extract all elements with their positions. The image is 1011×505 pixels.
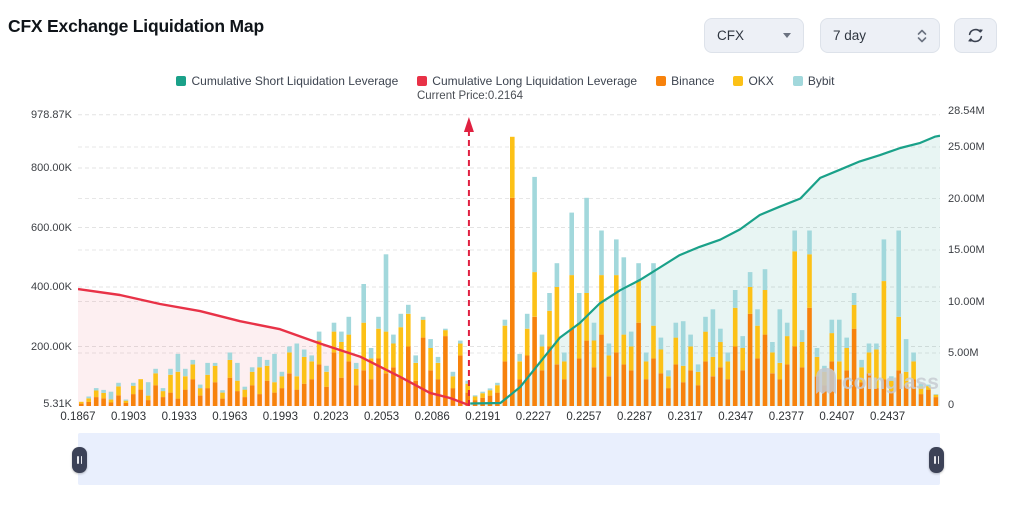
navigator-handle-right[interactable] bbox=[929, 447, 944, 473]
symbol-select-value: CFX bbox=[717, 28, 744, 43]
refresh-icon bbox=[968, 28, 983, 43]
x-axis-label: 0.1993 bbox=[262, 411, 298, 423]
x-axis-label: 0.2407 bbox=[819, 411, 855, 423]
x-axis-label: 0.1933 bbox=[161, 411, 197, 423]
x-axis-label: 0.2086 bbox=[414, 411, 450, 423]
legend-item-4[interactable]: Bybit bbox=[792, 74, 835, 88]
x-axis-label: 0.2257 bbox=[566, 411, 602, 423]
x-axis: 0.1867 0.1903 0.1933 0.1963 0.1993 0.2023 0.20… bbox=[60, 411, 940, 427]
legend: Cumulative Short Liquidation Leverage Cum… bbox=[0, 74, 1011, 88]
y-axis-left-label: 978.87K bbox=[31, 108, 72, 121]
legend-item-2[interactable]: Binance bbox=[656, 74, 714, 88]
legend-label: Cumulative Short Liquidation Leverage bbox=[191, 74, 399, 88]
chart-plot-area[interactable]: coinglass bbox=[78, 108, 940, 406]
y-axis-left-label: 600.00K bbox=[31, 221, 72, 234]
y-axis-right-label: 10.00M bbox=[948, 295, 985, 308]
x-axis-label: 0.2053 bbox=[364, 411, 400, 423]
symbol-select[interactable]: CFX bbox=[704, 18, 804, 53]
y-axis-left-label: 400.00K bbox=[31, 281, 72, 293]
x-axis-label: 0.2347 bbox=[718, 411, 754, 423]
navigator-handle-left[interactable] bbox=[72, 447, 87, 473]
y-axis-right-label: 28.54M bbox=[948, 104, 985, 117]
x-axis-label: 0.2227 bbox=[515, 411, 551, 423]
y-axis-right-label: 0 bbox=[948, 398, 955, 411]
legend-label: Binance bbox=[671, 74, 715, 88]
x-axis-label: 0.2023 bbox=[313, 411, 349, 423]
current-price-label: Current Price:0.2164 bbox=[416, 90, 524, 102]
refresh-button[interactable] bbox=[954, 18, 997, 53]
x-axis-label: 0.2317 bbox=[667, 411, 703, 423]
legend-swatch bbox=[417, 76, 428, 86]
x-axis-label: 0.2377 bbox=[768, 411, 804, 423]
header-controls: CFX 7 day bbox=[704, 18, 997, 53]
watermark: coinglass bbox=[816, 368, 939, 394]
x-axis-label: 0.1867 bbox=[60, 411, 96, 423]
legend-label: OKX bbox=[748, 74, 774, 88]
page-title: CFX Exchange Liquidation Map bbox=[8, 16, 264, 36]
chevron-down-icon bbox=[783, 33, 791, 38]
period-select[interactable]: 7 day bbox=[820, 18, 940, 53]
short-line bbox=[470, 134, 940, 405]
long-line bbox=[78, 287, 470, 406]
legend-item-1[interactable]: Cumulative Long Liquidation Leverage bbox=[417, 74, 637, 88]
y-axis-left: 978.87K 800.00K 600.00K 400.00K 200.00K 5.31K bbox=[0, 108, 72, 411]
x-axis-label: 0.2437 bbox=[870, 411, 906, 423]
legend-swatch bbox=[792, 76, 803, 86]
y-axis-right-label: 15.00M bbox=[948, 244, 985, 256]
x-axis-label: 0.2287 bbox=[617, 411, 653, 423]
y-axis-right-label: 5.00M bbox=[948, 347, 979, 359]
y-axis-right-label: 25.00M bbox=[948, 141, 985, 153]
y-axis-right: 28.54M 25.00M 20.00M 15.00M 10.00M 5.00M 0 bbox=[948, 104, 1010, 411]
current-price-arrow-icon bbox=[463, 117, 474, 132]
svg-text:coinglass: coinglass bbox=[842, 371, 939, 394]
legend-item-0[interactable]: Cumulative Short Liquidation Leverage bbox=[176, 74, 398, 88]
navigator-track[interactable] bbox=[72, 433, 944, 485]
legend-swatch bbox=[733, 76, 744, 86]
legend-label: Cumulative Long Liquidation Leverage bbox=[432, 74, 638, 88]
x-axis-label: 0.1903 bbox=[111, 411, 147, 423]
x-axis-label: 0.2191 bbox=[465, 411, 501, 423]
y-axis-left-label: 200.00K bbox=[31, 340, 72, 353]
x-axis-label: 0.1963 bbox=[212, 411, 248, 423]
legend-swatch bbox=[176, 76, 187, 86]
y-axis-left-label: 5.31K bbox=[43, 398, 72, 411]
legend-label: Bybit bbox=[807, 74, 835, 88]
period-select-value: 7 day bbox=[833, 28, 867, 43]
legend-swatch bbox=[656, 76, 667, 86]
y-axis-right-label: 20.00M bbox=[948, 192, 985, 205]
y-axis-left-label: 800.00K bbox=[31, 162, 72, 174]
chevron-up-down-icon bbox=[917, 29, 927, 42]
legend-item-3[interactable]: OKX bbox=[733, 74, 774, 88]
